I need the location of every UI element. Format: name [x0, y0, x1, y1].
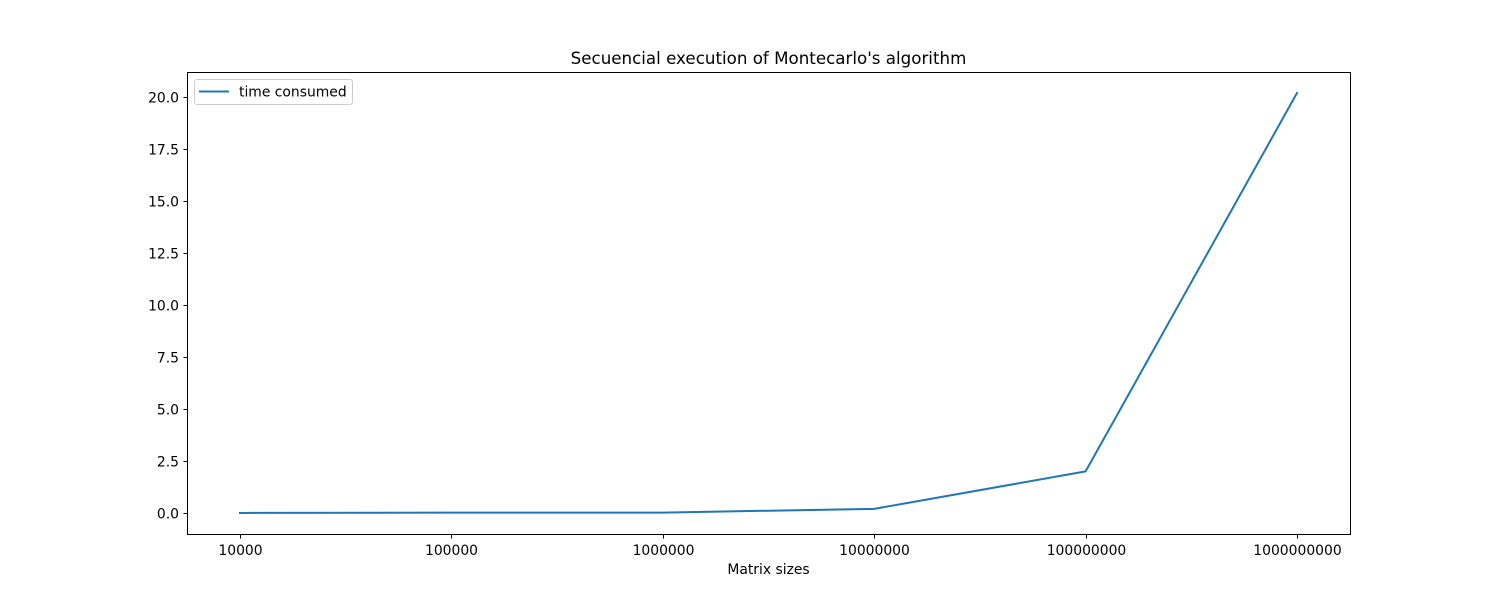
x-tick-label: 1000000 [633, 543, 695, 559]
legend: time consumed [194, 79, 353, 105]
x-tick-label: 100000 [425, 543, 478, 559]
y-tick-label: 20.0 [148, 91, 179, 107]
chart-title: Secuencial execution of Montecarlo's alg… [571, 48, 967, 68]
y-tick-label: 7.5 [157, 351, 179, 367]
x-tick-label: 100000000 [1047, 543, 1127, 559]
plot-area-frame [187, 72, 1351, 535]
series-line-time-consumed [238, 91, 1299, 514]
y-tick-label: 15.0 [148, 195, 179, 211]
x-tick-label: 10000 [218, 543, 262, 559]
y-tick-label: 2.5 [157, 455, 179, 471]
x-axis-label: Matrix sizes [727, 562, 809, 578]
x-tick-label: 1000000000 [1253, 543, 1341, 559]
y-tick-label: 17.5 [148, 143, 179, 159]
y-axis-ticks: 0.0 2.5 5.0 7.5 10.0 12.5 15.0 17.5 20.0 [148, 91, 188, 523]
legend-box [194, 79, 353, 105]
y-tick-label: 12.5 [148, 247, 179, 263]
y-tick-label: 0.0 [157, 507, 179, 523]
y-tick-label: 5.0 [157, 403, 179, 419]
x-tick-label: 10000000 [839, 543, 910, 559]
x-axis-ticks: 10000 100000 1000000 10000000 100000000 10000… [218, 534, 1342, 559]
y-tick-label: 10.0 [148, 299, 179, 315]
legend-label-time-consumed: time consumed [239, 85, 347, 101]
